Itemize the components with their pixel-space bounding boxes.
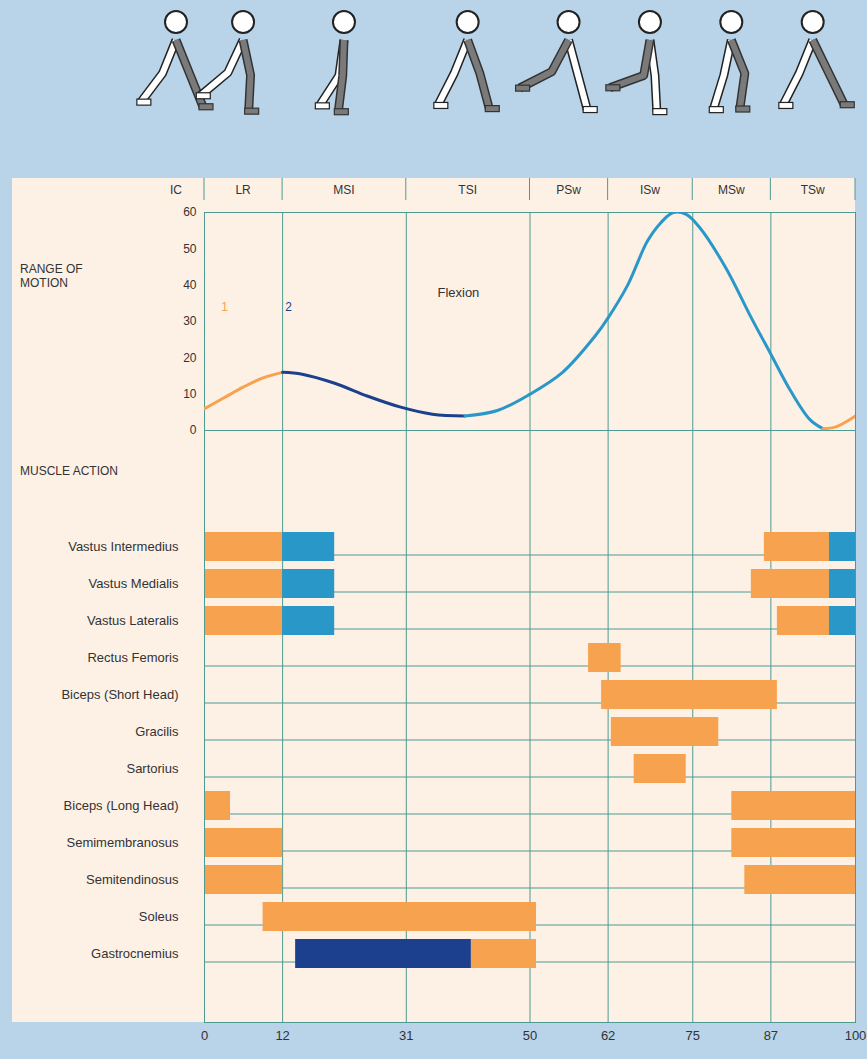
svg-text:LR: LR (235, 183, 251, 197)
svg-text:Soleus: Soleus (139, 909, 179, 924)
svg-text:TSw: TSw (801, 183, 825, 197)
svg-text:50: 50 (523, 1028, 537, 1043)
svg-text:ISw: ISw (640, 183, 660, 197)
svg-text:62: 62 (601, 1028, 615, 1043)
svg-text:20: 20 (183, 351, 197, 365)
svg-text:Biceps (Long Head): Biceps (Long Head) (64, 798, 179, 813)
svg-text:TSI: TSI (458, 183, 477, 197)
svg-text:1: 1 (221, 300, 228, 314)
svg-text:100: 100 (845, 1028, 867, 1043)
svg-text:31: 31 (399, 1028, 413, 1043)
html-text:MUSCLE ACTION: MUSCLE ACTION (20, 464, 118, 478)
svg-text:40: 40 (183, 278, 197, 292)
svg-text:0: 0 (201, 1028, 208, 1043)
svg-text:Gracilis: Gracilis (135, 724, 179, 739)
svg-text:Vastus Medialis: Vastus Medialis (88, 576, 179, 591)
svg-text:MSw: MSw (718, 183, 745, 197)
html-text:RANGE OF MOTION: RANGE OF MOTION (20, 262, 83, 290)
svg-text:Semitendinosus: Semitendinosus (86, 872, 179, 887)
svg-text:PSw: PSw (556, 183, 581, 197)
svg-text:Vastus Intermedius: Vastus Intermedius (68, 539, 179, 554)
svg-text:75: 75 (686, 1028, 700, 1043)
svg-text:Sartorius: Sartorius (126, 761, 179, 776)
svg-text:50: 50 (183, 242, 197, 256)
svg-text:0: 0 (190, 423, 197, 437)
svg-text:Rectus Femoris: Rectus Femoris (87, 650, 179, 665)
svg-text:Flexion: Flexion (437, 285, 479, 300)
svg-text:IC: IC (170, 183, 182, 197)
svg-text:MSI: MSI (333, 183, 354, 197)
svg-text:2: 2 (285, 300, 292, 314)
svg-text:30: 30 (183, 314, 197, 328)
svg-text:Biceps (Short Head): Biceps (Short Head) (61, 687, 178, 702)
svg-text:87: 87 (764, 1028, 778, 1043)
svg-text:Gastrocnemius: Gastrocnemius (91, 946, 179, 961)
svg-text:Vastus Lateralis: Vastus Lateralis (87, 613, 179, 628)
svg-text:Semimembranosus: Semimembranosus (67, 835, 179, 850)
svg-text:10: 10 (183, 387, 197, 401)
svg-text:12: 12 (275, 1028, 289, 1043)
svg-text:60: 60 (183, 205, 197, 219)
